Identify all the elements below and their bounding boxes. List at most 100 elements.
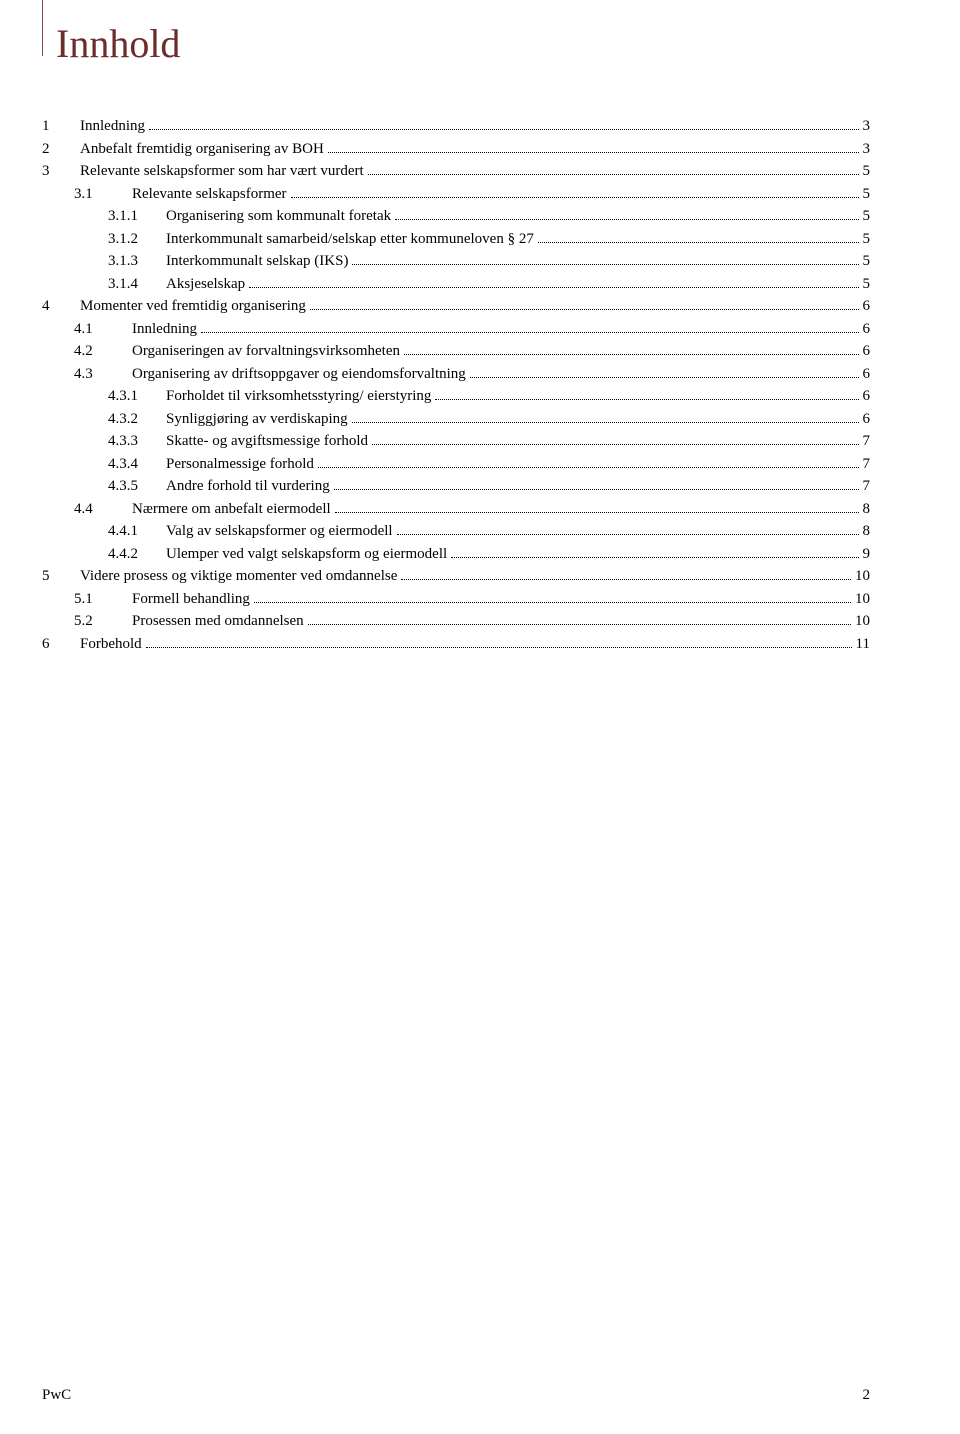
toc-entry-text: Nærmere om anbefalt eiermodell	[132, 498, 331, 521]
toc-entry: 5.2Prosessen med omdannelsen10	[42, 610, 870, 633]
toc-dot-leader	[404, 354, 859, 355]
toc-dot-leader	[352, 264, 858, 265]
toc-entry-text: Forholdet til virksomhetsstyring/ eierst…	[166, 385, 431, 408]
toc-entry-number: 4.4.2	[108, 543, 166, 566]
toc-entry: 5.1Formell behandling 10	[42, 588, 870, 611]
toc-entry: 3.1Relevante selskapsformer5	[42, 183, 870, 206]
toc-entry-page: 7	[863, 453, 871, 476]
toc-entry-number: 5.2	[74, 610, 132, 633]
toc-entry: 4.3.2Synliggjøring av verdiskaping 6	[42, 408, 870, 431]
footer-left: PwC	[42, 1387, 71, 1404]
toc-entry-text: Ulemper ved valgt selskapsform og eiermo…	[166, 543, 447, 566]
toc-dot-leader	[291, 197, 859, 198]
toc-entry: 2Anbefalt fremtidig organisering av BOH3	[42, 138, 870, 161]
toc-entry-text: Relevante selskapsformer	[132, 183, 287, 206]
toc-entry-number: 5	[42, 565, 80, 588]
toc-entry-page: 6	[863, 340, 871, 363]
toc-entry-text: Innledning	[132, 318, 197, 341]
toc-entry: 1Innledning3	[42, 115, 870, 138]
toc-entry-page: 5	[863, 273, 871, 296]
toc-dot-leader	[435, 399, 858, 400]
toc-entry: 3.1.1Organisering som kommunalt foretak 5	[42, 205, 870, 228]
toc-entry: 3.1.4Aksjeselskap 5	[42, 273, 870, 296]
toc-entry: 4.1Innledning 6	[42, 318, 870, 341]
toc-entry-page: 11	[856, 633, 870, 656]
toc-entry: 4.4.2Ulemper ved valgt selskapsform og e…	[42, 543, 870, 566]
toc-entry-number: 4.3.2	[108, 408, 166, 431]
toc-entry-page: 5	[863, 228, 871, 251]
toc-entry: 4.3.3Skatte- og avgiftsmessige forhold7	[42, 430, 870, 453]
toc-entry: 5Videre prosess og viktige momenter ved …	[42, 565, 870, 588]
toc-entry-page: 5	[863, 205, 871, 228]
toc-dot-leader	[538, 242, 859, 243]
toc-entry: 4Momenter ved fremtidig organisering6	[42, 295, 870, 318]
toc-entry-text: Skatte- og avgiftsmessige forhold	[166, 430, 368, 453]
toc-entry-page: 10	[855, 565, 870, 588]
toc-entry-text: Valg av selskapsformer og eiermodell	[166, 520, 393, 543]
toc-entry-page: 6	[863, 385, 871, 408]
toc-entry-page: 5	[863, 183, 871, 206]
toc-entry-number: 3.1.2	[108, 228, 166, 251]
toc-dot-leader	[249, 287, 858, 288]
toc-entry: 3Relevante selskapsformer som har vært v…	[42, 160, 870, 183]
toc-entry: 4.4.1Valg av selskapsformer og eiermodel…	[42, 520, 870, 543]
toc-entry-page: 5	[863, 160, 871, 183]
page-footer: PwC 2	[42, 1387, 870, 1404]
toc-entry-number: 4.2	[74, 340, 132, 363]
toc-entry-text: Videre prosess og viktige momenter ved o…	[80, 565, 397, 588]
toc-entry-number: 4.4.1	[108, 520, 166, 543]
toc-entry-number: 1	[42, 115, 80, 138]
toc-entry-number: 3.1.1	[108, 205, 166, 228]
toc-dot-leader	[395, 219, 858, 220]
toc-entry-page: 6	[863, 408, 871, 431]
toc-dot-leader	[368, 174, 859, 175]
toc-entry-number: 4.1	[74, 318, 132, 341]
toc-entry-page: 10	[855, 588, 870, 611]
toc-entry-number: 4.3.3	[108, 430, 166, 453]
toc-entry: 4.3.5Andre forhold til vurdering7	[42, 475, 870, 498]
toc-entry: 3.1.2Interkommunalt samarbeid/selskap et…	[42, 228, 870, 251]
toc-entry-text: Andre forhold til vurdering	[166, 475, 330, 498]
toc-entry-text: Forbehold	[80, 633, 142, 656]
toc-entry: 3.1.3Interkommunalt selskap (IKS)5	[42, 250, 870, 273]
toc-dot-leader	[352, 422, 859, 423]
toc-entry-number: 3	[42, 160, 80, 183]
toc-entry-number: 3.1.4	[108, 273, 166, 296]
toc-dot-leader	[451, 557, 858, 558]
toc-entry-page: 5	[863, 250, 871, 273]
toc-entry-text: Aksjeselskap	[166, 273, 245, 296]
toc-dot-leader	[335, 512, 859, 513]
toc-entry-page: 6	[863, 318, 871, 341]
toc-entry-number: 2	[42, 138, 80, 161]
toc-entry-page: 3	[863, 115, 871, 138]
toc-dot-leader	[401, 579, 851, 580]
toc-entry-text: Prosessen med omdannelsen	[132, 610, 304, 633]
toc-entry-number: 3.1.3	[108, 250, 166, 273]
toc-dot-leader	[310, 309, 859, 310]
toc-dot-leader	[334, 489, 859, 490]
page-title: Innhold	[56, 20, 870, 67]
toc-entry-page: 9	[863, 543, 871, 566]
toc-entry-text: Momenter ved fremtidig organisering	[80, 295, 306, 318]
toc-dot-leader	[470, 377, 859, 378]
footer-page-number: 2	[863, 1387, 871, 1404]
toc-entry-number: 5.1	[74, 588, 132, 611]
toc-dot-leader	[328, 152, 859, 153]
toc-entry-text: Organisering som kommunalt foretak	[166, 205, 391, 228]
toc-entry-text: Organisering av driftsoppgaver og eiendo…	[132, 363, 466, 386]
toc-entry-page: 8	[863, 498, 871, 521]
toc-dot-leader	[372, 444, 858, 445]
toc-entry: 6Forbehold 11	[42, 633, 870, 656]
toc-dot-leader	[397, 534, 859, 535]
toc-entry-number: 6	[42, 633, 80, 656]
toc-entry-number: 4.3	[74, 363, 132, 386]
toc-entry-text: Formell behandling	[132, 588, 250, 611]
toc-entry-number: 4	[42, 295, 80, 318]
toc-dot-leader	[146, 647, 852, 648]
table-of-contents: 1Innledning32Anbefalt fremtidig organise…	[42, 115, 870, 655]
toc-entry-text: Synliggjøring av verdiskaping	[166, 408, 348, 431]
toc-dot-leader	[201, 332, 859, 333]
toc-entry-number: 4.3.5	[108, 475, 166, 498]
toc-entry-text: Relevante selskapsformer som har vært vu…	[80, 160, 364, 183]
toc-entry: 4.2Organiseringen av forvaltningsvirksom…	[42, 340, 870, 363]
